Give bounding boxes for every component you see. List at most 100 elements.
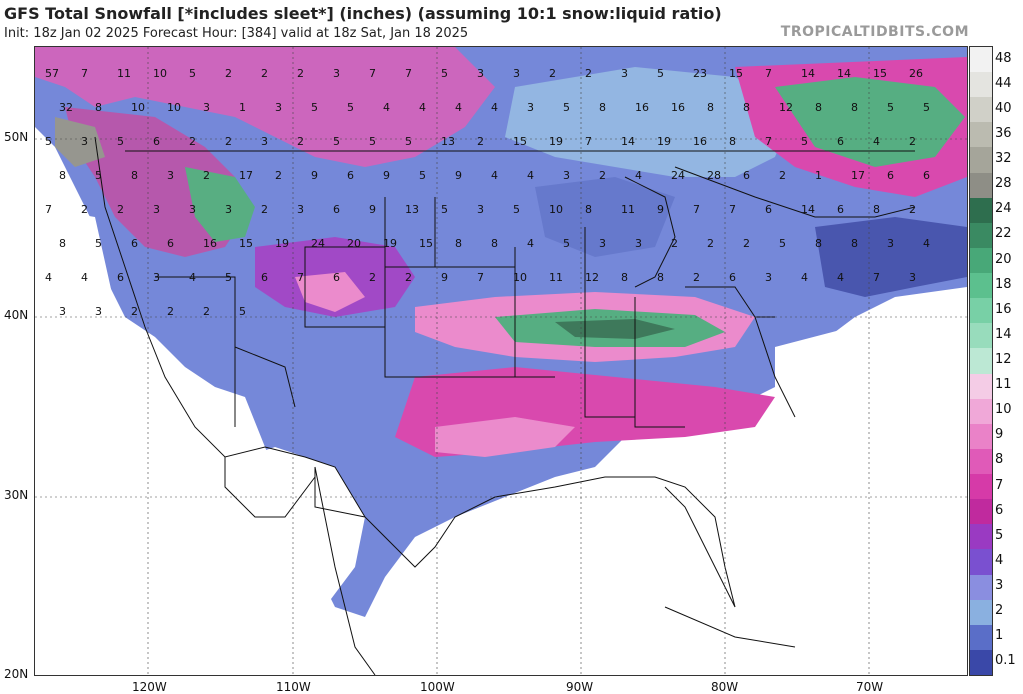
lon-label: 90W <box>566 680 594 694</box>
snowfall-value: 16 <box>693 135 707 148</box>
snowfall-value: 2 <box>671 237 678 250</box>
snowfall-value: 6 <box>837 135 844 148</box>
snowfall-value: 7 <box>873 271 880 284</box>
snowfall-value: 3 <box>261 135 268 148</box>
snowfall-value: 5 <box>369 135 376 148</box>
colorbar-swatch <box>970 122 992 148</box>
lat-label: 30N <box>4 488 29 502</box>
snowfall-value: 17 <box>851 169 865 182</box>
colorbar-swatch <box>970 649 992 676</box>
snowfall-value: 2 <box>167 305 174 318</box>
lat-label: 40N <box>4 308 29 322</box>
colorbar-label: 2 <box>995 603 1004 619</box>
colorbar-swatch <box>970 97 992 123</box>
snowfall-value: 3 <box>621 67 628 80</box>
lon-label: 100W <box>420 680 455 694</box>
snowfall-value: 16 <box>635 101 649 114</box>
colorbar-swatch <box>970 474 992 500</box>
snowfall-value: 7 <box>81 67 88 80</box>
colorbar-swatch <box>970 423 992 450</box>
colorbar-label: 18 <box>995 276 1012 292</box>
snowfall-value: 8 <box>621 271 628 284</box>
snowfall-value: 3 <box>153 203 160 216</box>
snowfall-value: 3 <box>153 271 160 284</box>
snowfall-value: 6 <box>117 271 124 284</box>
snowfall-value: 23 <box>693 67 707 80</box>
snowfall-value: 4 <box>837 271 844 284</box>
colorbar <box>969 46 993 676</box>
snowfall-value: 6 <box>347 169 354 182</box>
colorbar-label: 14 <box>995 326 1012 342</box>
snowfall-value: 3 <box>225 203 232 216</box>
snowfall-value: 4 <box>455 101 462 114</box>
snowfall-value: 4 <box>527 169 534 182</box>
snowfall-value: 8 <box>729 135 736 148</box>
snowfall-value: 10 <box>513 271 527 284</box>
colorbar-label: 22 <box>995 226 1012 242</box>
snowfall-value: 12 <box>585 271 599 284</box>
snowfall-value: 8 <box>59 237 66 250</box>
snowfall-value: 9 <box>441 271 448 284</box>
snowfall-value: 5 <box>801 135 808 148</box>
snowfall-value: 1 <box>239 101 246 114</box>
colorbar-label: 8 <box>995 452 1004 468</box>
snowfall-value: 8 <box>743 101 750 114</box>
snowfall-value: 5 <box>333 135 340 148</box>
snowfall-value: 7 <box>45 203 52 216</box>
colorbar-label: 48 <box>995 50 1012 66</box>
lat-label: 20N <box>4 667 29 681</box>
snowfall-value: 19 <box>549 135 563 148</box>
snowfall-value: 2 <box>405 271 412 284</box>
snowfall-value: 4 <box>873 135 880 148</box>
colorbar-swatch <box>970 373 992 400</box>
snowfall-value: 15 <box>729 67 743 80</box>
colorbar-swatch <box>970 348 992 375</box>
snowfall-value: 5 <box>513 203 520 216</box>
snowfall-value: 5 <box>225 271 232 284</box>
snowfall-value: 15 <box>513 135 527 148</box>
snowfall-value: 32 <box>59 101 73 114</box>
snowfall-value: 7 <box>369 67 376 80</box>
snowfall-value: 3 <box>563 169 570 182</box>
colorbar-label: 28 <box>995 176 1012 192</box>
snowfall-value: 6 <box>729 271 736 284</box>
snowfall-value: 3 <box>297 203 304 216</box>
snowfall-value: 5 <box>441 203 448 216</box>
colorbar-label: 9 <box>995 427 1004 443</box>
snowfall-value: 10 <box>153 67 167 80</box>
snowfall-value: 15 <box>239 237 253 250</box>
snowfall-value: 2 <box>693 271 700 284</box>
colorbar-label: 5 <box>995 527 1004 543</box>
snowfall-value: 2 <box>189 135 196 148</box>
snowfall-value: 5 <box>923 101 930 114</box>
colorbar-label: 12 <box>995 352 1012 367</box>
snowfall-value: 2 <box>261 67 268 80</box>
lon-label: 80W <box>711 680 739 694</box>
snowfall-value: 8 <box>657 271 664 284</box>
snowfall-value: 3 <box>635 237 642 250</box>
colorbar-swatch <box>970 599 992 626</box>
snowfall-value: 6 <box>167 237 174 250</box>
snowfall-value: 4 <box>45 271 52 284</box>
snowfall-value: 2 <box>275 169 282 182</box>
snowfall-value: 4 <box>527 237 534 250</box>
snowfall-value: 2 <box>261 203 268 216</box>
snowfall-value: 4 <box>189 271 196 284</box>
snowfall-value: 8 <box>815 101 822 114</box>
snowfall-value: 3 <box>887 237 894 250</box>
snowfall-value: 10 <box>167 101 181 114</box>
snowfall-value: 9 <box>455 169 462 182</box>
snowfall-value: 8 <box>59 169 66 182</box>
snowfall-value: 7 <box>477 271 484 284</box>
snowfall-value: 3 <box>599 237 606 250</box>
colorbar-label: 32 <box>995 151 1012 167</box>
snowfall-value: 2 <box>585 67 592 80</box>
snowfall-value: 5 <box>311 101 318 114</box>
snowfall-value: 4 <box>635 169 642 182</box>
snowfall-value: 6 <box>837 203 844 216</box>
lat-label: 50N <box>4 130 29 144</box>
snowfall-value: 2 <box>225 67 232 80</box>
snowfall-value: 2 <box>707 237 714 250</box>
colorbar-swatch <box>970 323 992 349</box>
snowfall-value: 8 <box>455 237 462 250</box>
